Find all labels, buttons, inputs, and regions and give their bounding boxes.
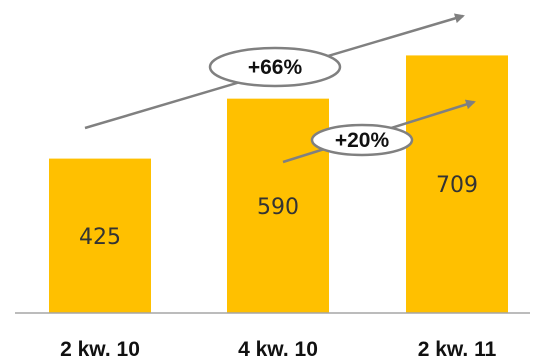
growth-label-20: +20% [335, 129, 390, 152]
growth-annotation-20: +20% [282, 99, 476, 164]
growth-bubble-66 [208, 46, 342, 88]
bar-3 [406, 55, 508, 314]
bar-value-label-2: 590 [257, 195, 299, 220]
growth-bubble-20 [310, 123, 414, 157]
bar-value-label-3: 709 [436, 173, 478, 198]
bar-1 [49, 158, 151, 313]
bars-group [49, 55, 508, 314]
growth-annotation-66: +66% [84, 13, 465, 130]
growth-label-66: +66% [248, 56, 303, 79]
category-label-2: 4 kw. 10 [238, 338, 318, 361]
category-label-3: 2 kw. 11 [418, 338, 497, 361]
category-labels-group: 2 kw. 10 4 kw. 10 2 kw. 11 [60, 338, 497, 361]
category-label-1: 2 kw. 10 [60, 338, 140, 361]
bar-value-label-1: 425 [79, 225, 121, 250]
bar-2 [227, 98, 329, 313]
value-labels-group: 425 590 709 [79, 173, 478, 250]
